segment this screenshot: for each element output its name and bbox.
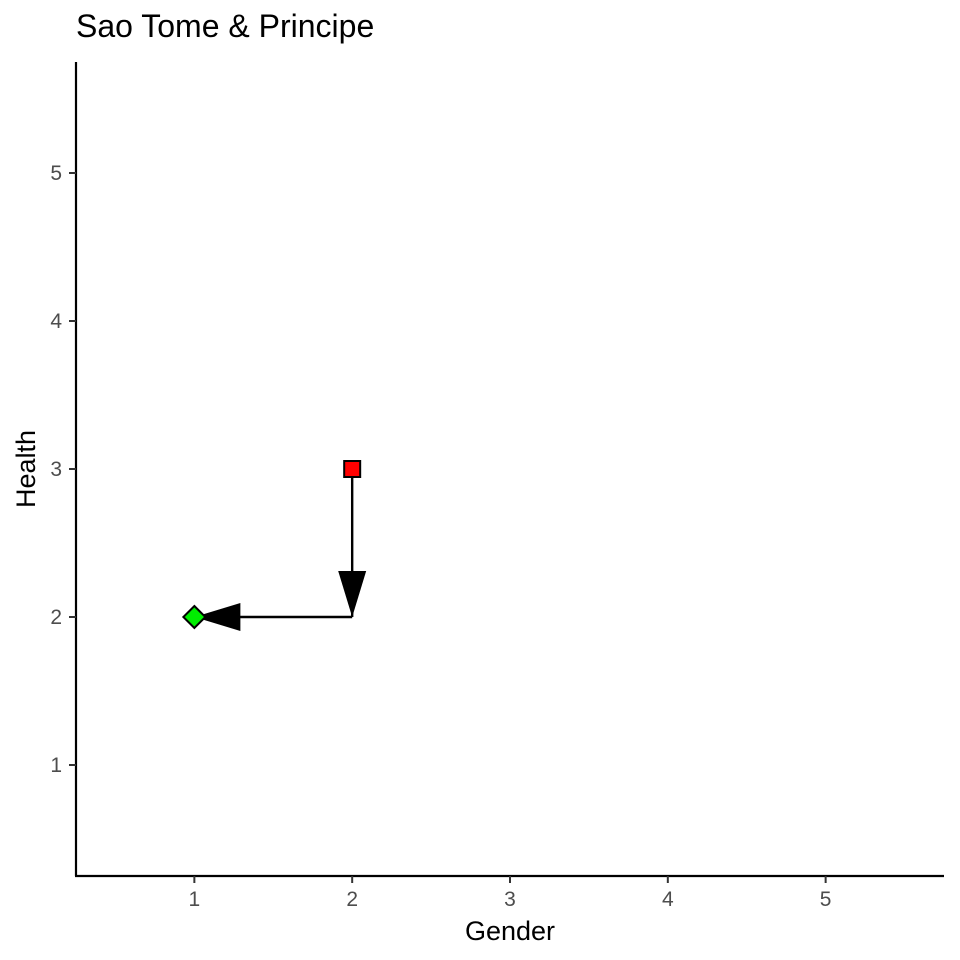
x-tick-label: 4 — [662, 888, 674, 911]
points — [181, 460, 362, 630]
y-tick-label: 3 — [50, 458, 62, 481]
x-tick-label: 2 — [346, 888, 358, 911]
paths — [194, 469, 367, 631]
x-axis-label: Gender — [465, 916, 555, 946]
chart-title: Sao Tome & Principe — [76, 8, 375, 44]
y-tick-label: 5 — [50, 162, 62, 185]
axes — [74, 62, 944, 878]
y-axis-label: Health — [11, 430, 41, 508]
data-point-square — [343, 460, 362, 478]
path-arrow-head — [194, 603, 241, 631]
x-tick-label: 1 — [189, 888, 201, 911]
y-tick-label: 4 — [50, 310, 62, 333]
y-ticks: 1 2 3 4 5 — [50, 162, 76, 777]
x-tick-label: 3 — [504, 888, 516, 911]
x-tick-label: 5 — [820, 888, 832, 911]
data-point-diamond — [181, 604, 207, 630]
y-tick-label: 2 — [50, 606, 62, 629]
path-arrow-head — [338, 571, 367, 617]
x-ticks: 1 2 3 4 5 — [189, 876, 832, 911]
y-tick-label: 1 — [50, 754, 62, 777]
